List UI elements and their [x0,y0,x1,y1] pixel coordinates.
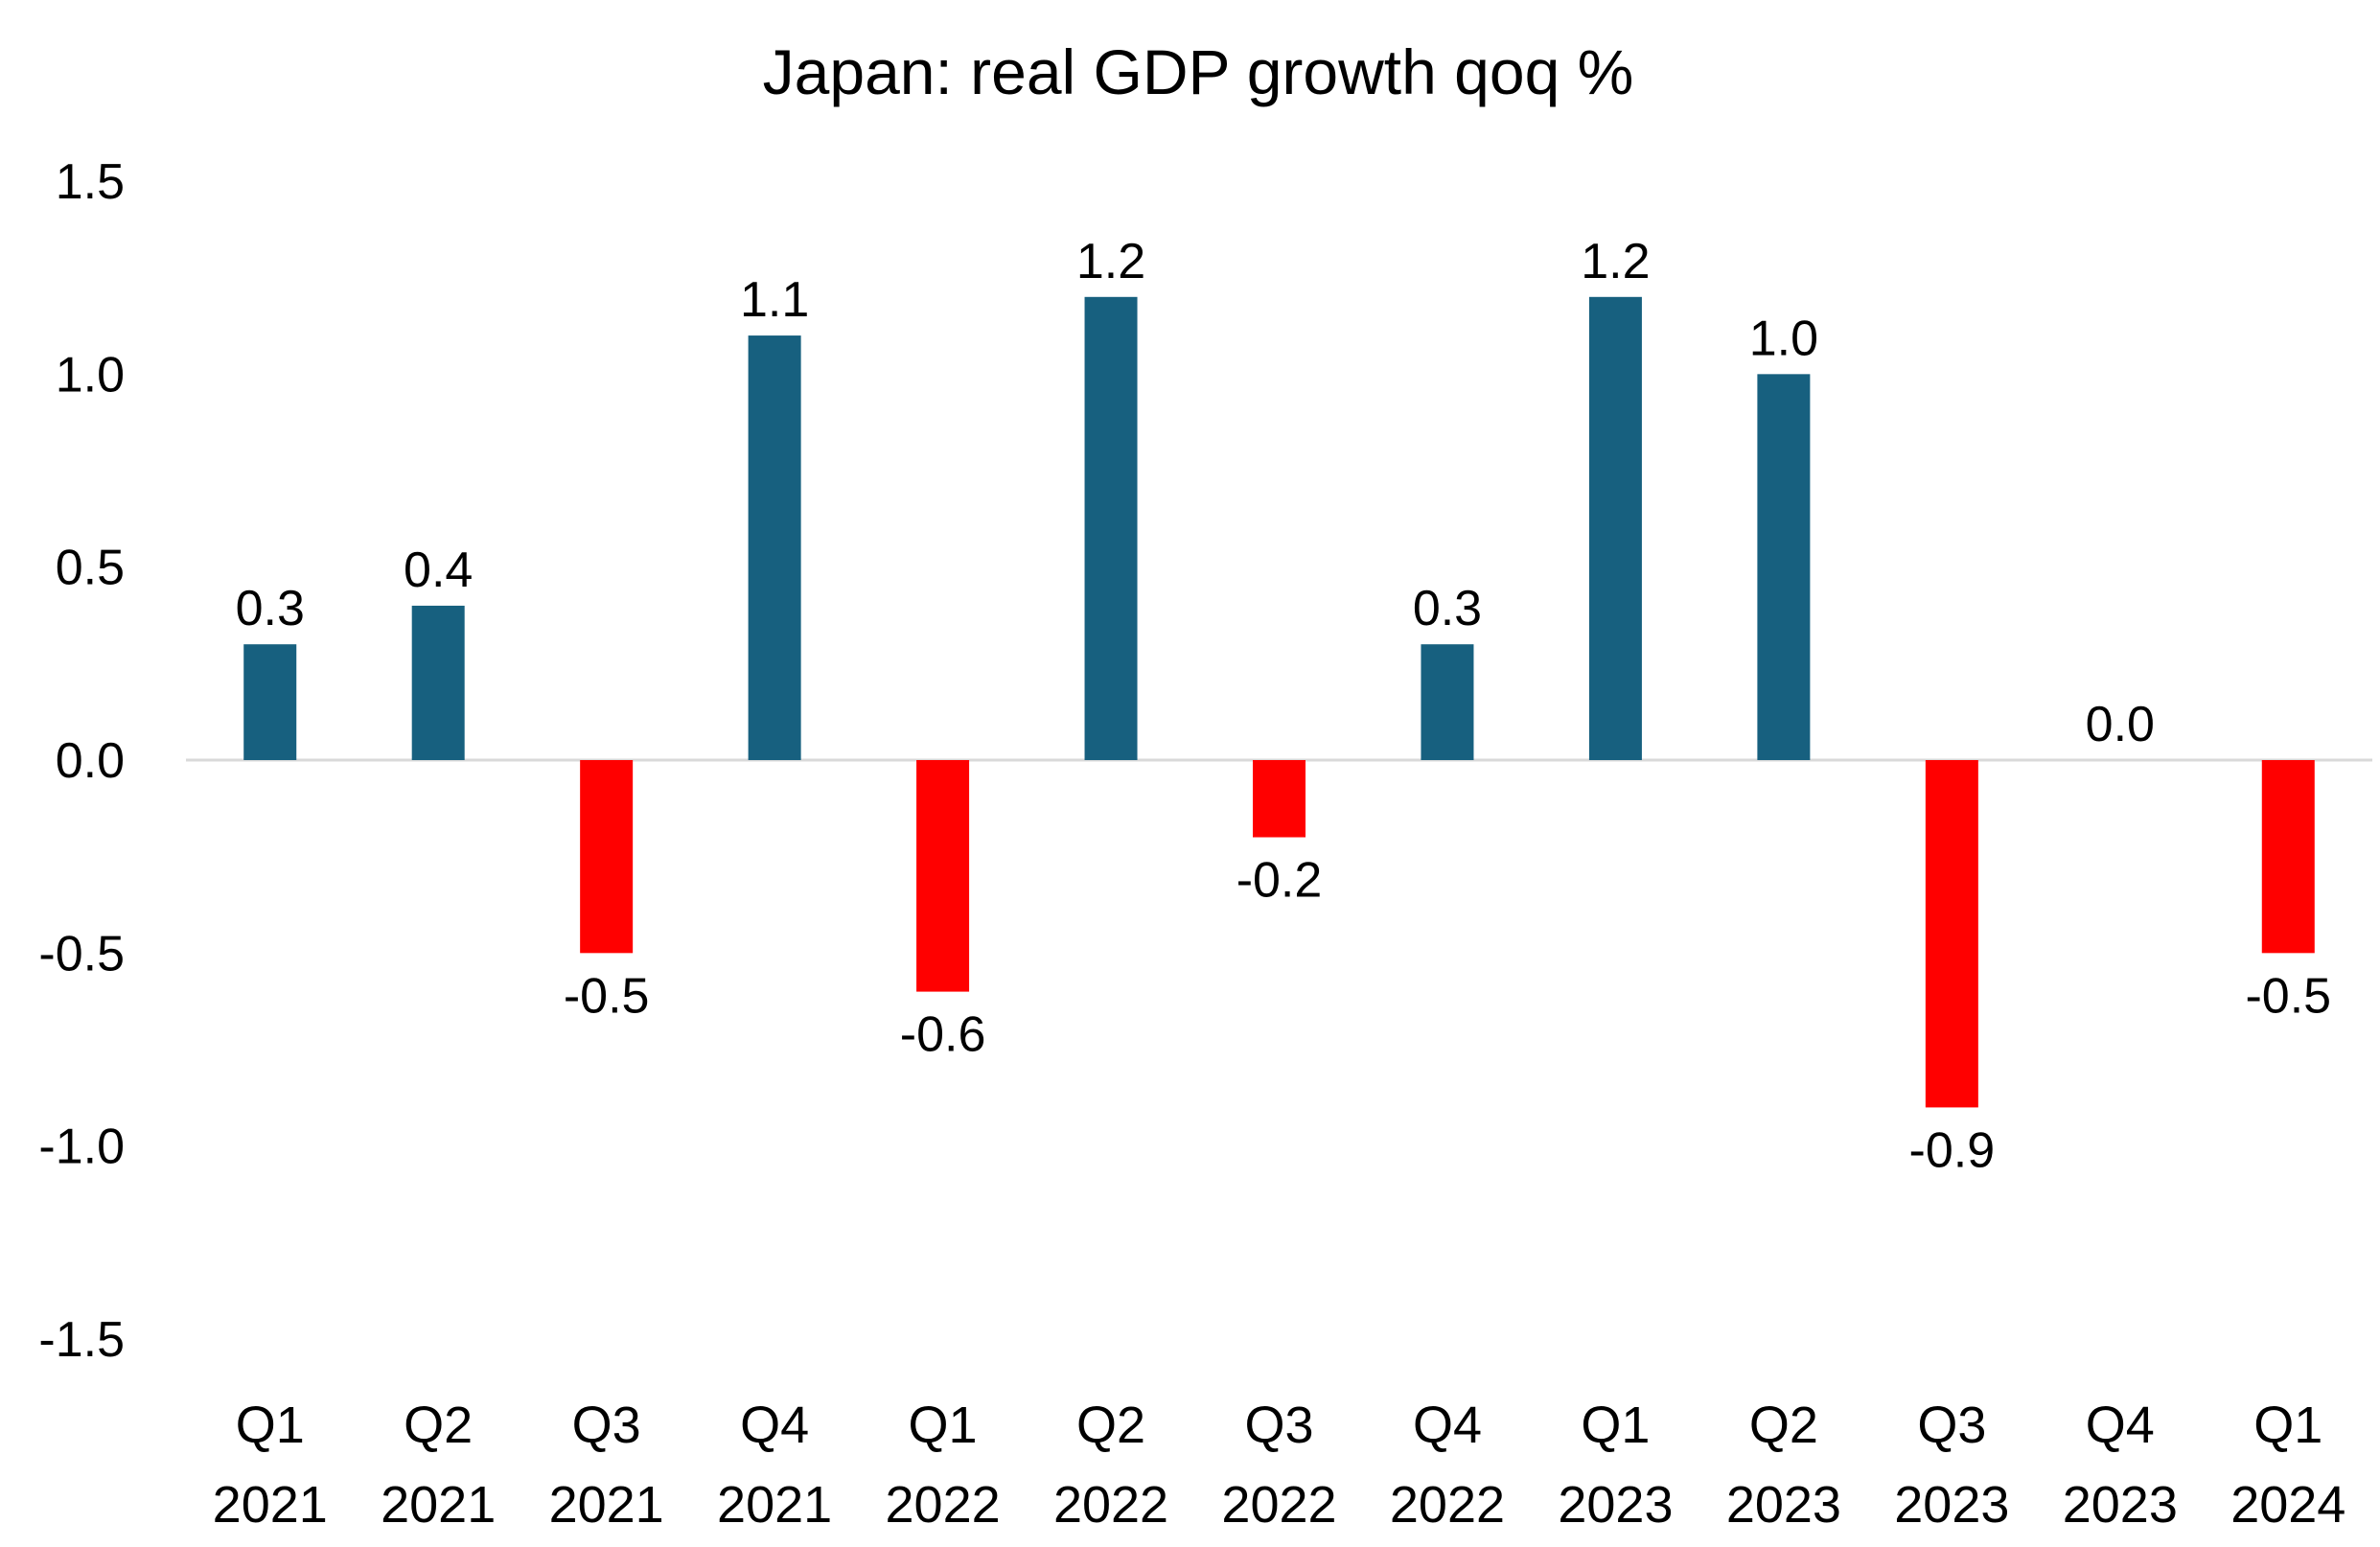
y-axis: 1.5 1.0 0.5 0.0 -0.5 -1.0 -1.5 [38,154,125,1368]
x-tick-label-quarter: Q2 [1076,1397,1145,1454]
x-tick-label-quarter: Q1 [236,1397,305,1454]
bar [1253,760,1306,838]
x-tick-label-year: 2023 [2063,1476,2178,1534]
x-tick-label-quarter: Q3 [1917,1397,1986,1454]
data-label: -0.5 [564,968,650,1024]
x-tick-label-quarter: Q4 [1413,1397,1482,1454]
x-tick-label-quarter: Q2 [404,1397,473,1454]
x-tick-label-year: 2021 [381,1476,496,1534]
chart-title: Japan: real GDP growth qoq % [763,36,1634,107]
x-tick-label-year: 2023 [1894,1476,2009,1534]
x-tick-label-year: 2022 [1221,1476,1336,1534]
data-labels: 0.3 0.4 -0.5 1.1 -0.6 1.2 -0.2 0.3 1.2 1.0 -0.9 0.0… [236,234,2331,1179]
x-tick-label-year: 2022 [886,1476,1001,1534]
bar [748,335,801,760]
x-tick-label-quarter: Q3 [572,1397,641,1454]
y-tick-label: 1.5 [56,154,125,210]
y-tick-label: -1.5 [38,1312,125,1368]
y-tick-label: -1.0 [38,1120,125,1175]
bar [2261,760,2315,954]
x-tick-label-quarter: Q3 [1244,1397,1313,1454]
x-tick-label-year: 2021 [213,1476,328,1534]
x-tick-label-year: 2023 [1558,1476,1673,1534]
bar [1421,644,1474,760]
x-axis: Q1 2021 Q2 2021 Q3 2021 Q4 2021 Q1 2022 Q2 2022 Q3 20… [213,1397,2346,1534]
x-tick-label-year: 2023 [1726,1476,1841,1534]
x-tick-label-quarter: Q1 [2253,1397,2322,1454]
x-tick-label-year: 2024 [2230,1476,2345,1534]
data-label: 0.3 [236,581,305,636]
x-tick-label-quarter: Q4 [740,1397,809,1454]
bar [1757,374,1811,760]
y-tick-label: 0.0 [56,733,125,789]
x-tick-label-quarter: Q4 [2086,1397,2155,1454]
y-tick-label: 0.5 [56,541,125,596]
bar [916,760,970,992]
bar [1084,296,1138,760]
data-label: 1.0 [1749,311,1818,366]
x-tick-label-quarter: Q1 [909,1397,978,1454]
data-label: -0.5 [2245,968,2331,1024]
data-label: 1.2 [1581,234,1650,289]
bar [580,760,634,954]
data-label: -0.2 [1236,853,1323,909]
x-tick-label-quarter: Q2 [1749,1397,1818,1454]
y-tick-label: 1.0 [56,347,125,403]
data-label: 0.0 [2086,697,2155,752]
y-tick-label: -0.5 [38,926,125,981]
bar [1925,760,1978,1108]
bars [243,296,2315,1108]
data-label: 0.3 [1413,581,1482,636]
data-label: 1.1 [740,272,809,328]
x-tick-label-year: 2022 [1053,1476,1168,1534]
x-tick-label-quarter: Q1 [1581,1397,1650,1454]
x-tick-label-year: 2021 [549,1476,664,1534]
data-label: 0.4 [404,543,473,598]
data-label: 1.2 [1076,234,1145,289]
x-tick-label-year: 2022 [1390,1476,1505,1534]
data-label: -0.6 [900,1007,986,1063]
bar [411,605,465,760]
bar [243,644,297,760]
data-label: -0.9 [1909,1122,1996,1178]
bar [1588,296,1642,760]
x-tick-label-year: 2021 [717,1476,832,1534]
